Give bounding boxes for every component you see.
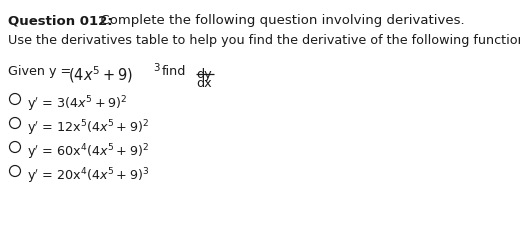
Text: $\left(4x^5+9\right)$: $\left(4x^5+9\right)$ xyxy=(68,64,133,84)
Text: find: find xyxy=(162,65,186,78)
Text: Complete the following question involving derivatives.: Complete the following question involvin… xyxy=(92,14,465,27)
Text: y$'$ = 20x$^4$$\left(4x^5+9\right)^3$: y$'$ = 20x$^4$$\left(4x^5+9\right)^3$ xyxy=(27,165,149,185)
Text: Given y =: Given y = xyxy=(8,65,75,78)
Text: dy: dy xyxy=(196,68,212,81)
Text: y$'$ = 3$\left(4x^5+9\right)^2$: y$'$ = 3$\left(4x^5+9\right)^2$ xyxy=(27,94,127,113)
Text: Question 012:: Question 012: xyxy=(8,14,113,27)
Text: $^{3}$: $^{3}$ xyxy=(153,64,161,79)
Text: y$'$ = 60x$^4$$\left(4x^5+9\right)^2$: y$'$ = 60x$^4$$\left(4x^5+9\right)^2$ xyxy=(27,141,149,161)
Text: Use the derivatives table to help you find the derivative of the following funct: Use the derivatives table to help you fi… xyxy=(8,34,520,47)
Text: y$'$ = 12x$^5$$\left(4x^5+9\right)^2$: y$'$ = 12x$^5$$\left(4x^5+9\right)^2$ xyxy=(27,117,149,137)
Text: dx: dx xyxy=(196,77,212,90)
